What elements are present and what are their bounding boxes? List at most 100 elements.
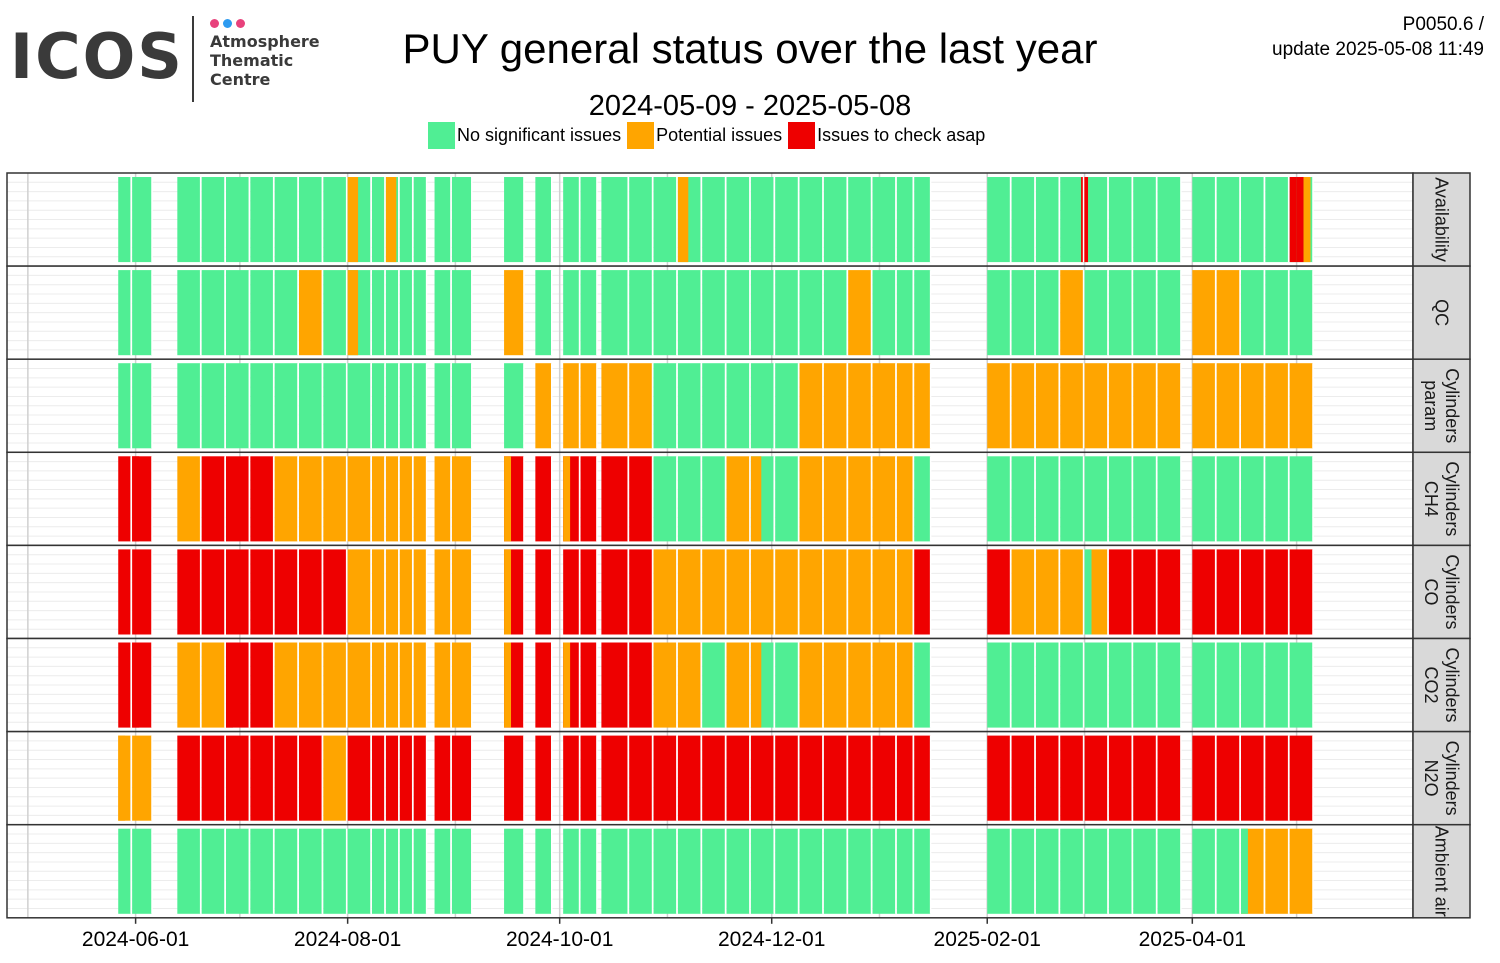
status-bar — [451, 363, 472, 449]
status-bar — [1157, 549, 1181, 635]
status-bar — [702, 177, 726, 263]
status-bar — [371, 735, 385, 821]
logo-separator — [192, 16, 194, 102]
logo-sub-line-1: Atmosphere — [210, 32, 320, 51]
status-bar — [413, 363, 427, 449]
status-bar-segment — [132, 456, 140, 542]
status-bar — [451, 642, 472, 728]
status-bar — [1216, 456, 1240, 542]
status-bar — [177, 549, 201, 635]
status-bar — [504, 177, 524, 263]
status-bar — [629, 177, 653, 263]
status-bar — [1240, 270, 1265, 356]
status-bar — [799, 735, 823, 821]
status-bar — [177, 177, 201, 263]
status-bar — [535, 642, 552, 728]
status-bar — [434, 456, 451, 542]
logo-dot-2 — [223, 19, 232, 28]
status-bar — [1011, 456, 1035, 542]
logo-sub-line-2: Thematic — [210, 51, 294, 70]
status-bar-segment — [504, 642, 512, 728]
strip-background — [1412, 451, 1471, 547]
status-bar — [225, 270, 250, 356]
legend-label-ok: No significant issues — [457, 124, 622, 145]
status-bar — [629, 456, 653, 542]
status-bar — [347, 363, 371, 449]
status-bar-segment — [504, 549, 512, 635]
status-bar-segment — [1289, 177, 1297, 263]
status-bar — [323, 549, 347, 635]
status-bar — [823, 363, 848, 449]
status-bar — [274, 270, 298, 356]
status-bar — [1084, 456, 1108, 542]
status-bar — [653, 456, 677, 542]
status-bar — [250, 828, 274, 914]
status-bar — [848, 177, 872, 263]
status-bar — [385, 642, 399, 728]
status-bar — [629, 549, 653, 635]
status-bar — [750, 270, 775, 356]
status-bar — [1084, 270, 1108, 356]
status-bar — [1133, 549, 1157, 635]
status-bar-segment — [1296, 177, 1304, 263]
status-bar — [702, 363, 726, 449]
status-bar — [434, 363, 451, 449]
status-bar — [535, 270, 552, 356]
status-bar — [371, 363, 385, 449]
status-bar — [274, 828, 298, 914]
status-bar — [563, 828, 580, 914]
status-bar — [872, 456, 896, 542]
status-bar — [629, 270, 653, 356]
status-bar — [601, 177, 629, 263]
chart-subtitle: 2024-05-09 - 2025-05-08 — [588, 90, 912, 122]
status-bar — [1192, 363, 1216, 449]
status-bar — [1216, 363, 1240, 449]
legend-label-bad: Issues to check asap — [817, 124, 986, 145]
status-bar — [1084, 735, 1108, 821]
status-bar — [750, 549, 775, 635]
status-bar — [298, 177, 323, 263]
status-bar — [201, 270, 225, 356]
legend-swatch-bad — [788, 121, 816, 149]
status-bar — [132, 735, 152, 821]
status-bar — [702, 642, 726, 728]
x-tick-label: 2024-08-01 — [294, 928, 401, 951]
status-bar — [451, 735, 472, 821]
status-bar — [799, 828, 823, 914]
status-bar — [1084, 363, 1108, 449]
status-bar — [914, 270, 931, 356]
status-bar — [653, 363, 677, 449]
status-bar — [274, 177, 298, 263]
status-bar — [580, 456, 597, 542]
strip-label: Ambient air — [1432, 826, 1452, 917]
status-bar — [914, 735, 931, 821]
status-bar — [250, 177, 274, 263]
status-bar — [347, 456, 371, 542]
status-bar — [1289, 549, 1313, 635]
status-bar — [1035, 456, 1060, 542]
status-bar — [1265, 828, 1289, 914]
x-tick-label: 2024-12-01 — [718, 928, 825, 951]
strip-label: Cylinders — [1442, 554, 1462, 629]
logo-dot-1 — [210, 19, 219, 28]
status-bar — [434, 177, 451, 263]
status-bar — [601, 828, 629, 914]
status-bar — [896, 363, 914, 449]
strip-label: Cylinders — [1442, 648, 1462, 723]
status-bar — [799, 363, 823, 449]
status-bar — [1265, 270, 1289, 356]
status-bar — [250, 456, 274, 542]
status-bar — [132, 270, 152, 356]
status-bar — [1108, 177, 1133, 263]
status-bar — [413, 735, 427, 821]
status-bar — [601, 456, 629, 542]
status-bar — [601, 549, 629, 635]
status-bar — [1216, 549, 1240, 635]
status-bar — [323, 642, 347, 728]
status-bar — [385, 270, 399, 356]
strip-label: Availability — [1432, 177, 1452, 262]
status-bar — [823, 828, 848, 914]
status-bar — [371, 642, 385, 728]
status-bar — [1060, 735, 1084, 821]
status-bar — [1035, 549, 1060, 635]
